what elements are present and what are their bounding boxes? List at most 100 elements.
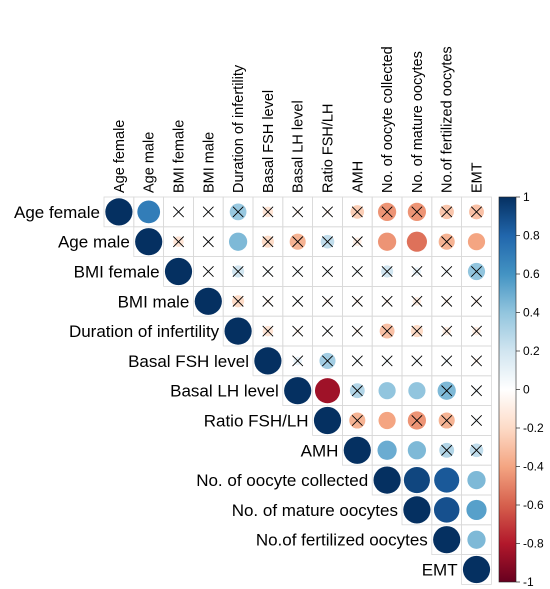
significance-cross [441, 295, 453, 307]
significance-cross [321, 325, 334, 337]
colorbar-tick-label: 0.8 [523, 229, 540, 243]
significance-cross [232, 206, 244, 218]
significance-cross [232, 265, 244, 278]
column-label: No. of oocyte collected [380, 46, 396, 193]
significance-cross [351, 236, 363, 248]
correlation-circle [164, 257, 193, 286]
correlation-circle [377, 440, 397, 460]
row-label: BMI female [74, 263, 160, 282]
correlation-circle [467, 470, 486, 490]
correlation-circle [403, 467, 430, 494]
colorbar-tick-label: 0 [523, 383, 530, 397]
significance-cross [441, 206, 453, 218]
correlation-circle [343, 436, 371, 464]
significance-cross [262, 206, 274, 218]
colorbar-tick-label: 0.2 [523, 344, 540, 358]
grid-cell [461, 554, 492, 585]
significance-cross [441, 414, 453, 427]
significance-cross [470, 414, 483, 427]
correlation-circle [373, 466, 401, 494]
significance-cross [292, 355, 304, 367]
colorbar-tick-label: -0.6 [523, 498, 544, 512]
significance-cross [411, 206, 423, 218]
correlation-circle [462, 555, 491, 584]
significance-cross [381, 206, 393, 218]
correlation-circle [135, 228, 163, 256]
row-labels: Age female Age male BMI female BMI male Dura… [14, 203, 458, 580]
correlation-circle [466, 499, 487, 520]
significance-cross [351, 385, 363, 397]
significance-cross [381, 265, 393, 278]
correlation-circle [194, 287, 222, 315]
row-label: No. of mature oocytes [232, 501, 398, 520]
colorbar-tick-label: 0.6 [523, 267, 540, 281]
column-label: EMT [470, 162, 486, 193]
colorbar-tick-label: 0.4 [523, 306, 540, 320]
column-label: Basal FSH level [261, 90, 277, 193]
colorbar: 1 0.8 0.6 0.4 0.2 0 -0.2 -0.4 -0.6 -0.8 -1 [498, 190, 544, 589]
correlation-circle [467, 530, 486, 549]
column-label: Ratio FSH/LH [321, 104, 337, 193]
correlation-circle [228, 232, 248, 251]
significance-cross [321, 355, 334, 367]
row-label: EMT [422, 561, 458, 580]
significance-cross [470, 295, 483, 307]
significance-crosses [172, 206, 483, 456]
colorbar-tick-label: -0.2 [523, 421, 544, 435]
significance-cross [441, 444, 453, 456]
row-label: Age female [14, 203, 100, 222]
correlation-circle [137, 200, 161, 224]
correlation-circle [406, 231, 427, 252]
significance-cross [470, 355, 483, 367]
significance-cross [202, 265, 214, 278]
significance-cross [470, 265, 483, 278]
column-label: Basal LH level [291, 100, 307, 193]
colorbar-tick-label: -0.8 [523, 537, 544, 551]
significance-cross [351, 355, 363, 367]
significance-cross [411, 414, 423, 427]
colorbar-tick-label: 1 [523, 190, 530, 204]
correlation-circle [377, 232, 397, 251]
significance-cross [321, 236, 334, 248]
correlation-circle [467, 233, 486, 251]
significance-cross [292, 295, 304, 307]
row-label: No.of fertilized oocytes [256, 531, 428, 550]
column-label: Duration of infertility [231, 64, 247, 193]
correlation-circle [105, 198, 133, 226]
correlation-circle [403, 496, 431, 524]
correlation-circle [407, 441, 427, 460]
significance-cross [411, 265, 423, 278]
column-label: No. of mature oocytes [410, 51, 426, 193]
row-label: Duration of infertility [69, 322, 220, 341]
significance-cross [172, 206, 185, 218]
row-label: Basal FSH level [128, 352, 249, 371]
column-label: Age male [142, 132, 158, 193]
significance-cross [292, 206, 304, 218]
significance-cross [292, 265, 304, 278]
significance-cross [321, 265, 334, 278]
significance-cross [262, 236, 274, 248]
significance-cross [262, 265, 274, 278]
significance-cross [381, 295, 393, 307]
significance-cross [351, 295, 363, 307]
significance-cross [232, 295, 244, 307]
grid [103, 196, 492, 585]
significance-cross [441, 355, 453, 367]
colorbar-tick-label: -0.4 [523, 460, 544, 474]
row-label: Basal LH level [170, 382, 279, 401]
significance-cross [470, 325, 483, 337]
row-label: Age male [58, 233, 130, 252]
significance-cross [441, 385, 453, 397]
correlation-circle [433, 497, 460, 523]
correlation-circle [378, 382, 396, 400]
significance-cross [381, 325, 393, 337]
significance-cross [351, 206, 363, 218]
colorbar-gradient [498, 196, 517, 583]
significance-cross [411, 355, 423, 367]
significance-cross [202, 236, 214, 248]
column-label: BMI female [172, 120, 188, 193]
significance-cross [321, 295, 334, 307]
correlation-circle [284, 377, 312, 405]
significance-cross [441, 236, 453, 248]
row-label: No. of oocyte collected [196, 471, 368, 490]
